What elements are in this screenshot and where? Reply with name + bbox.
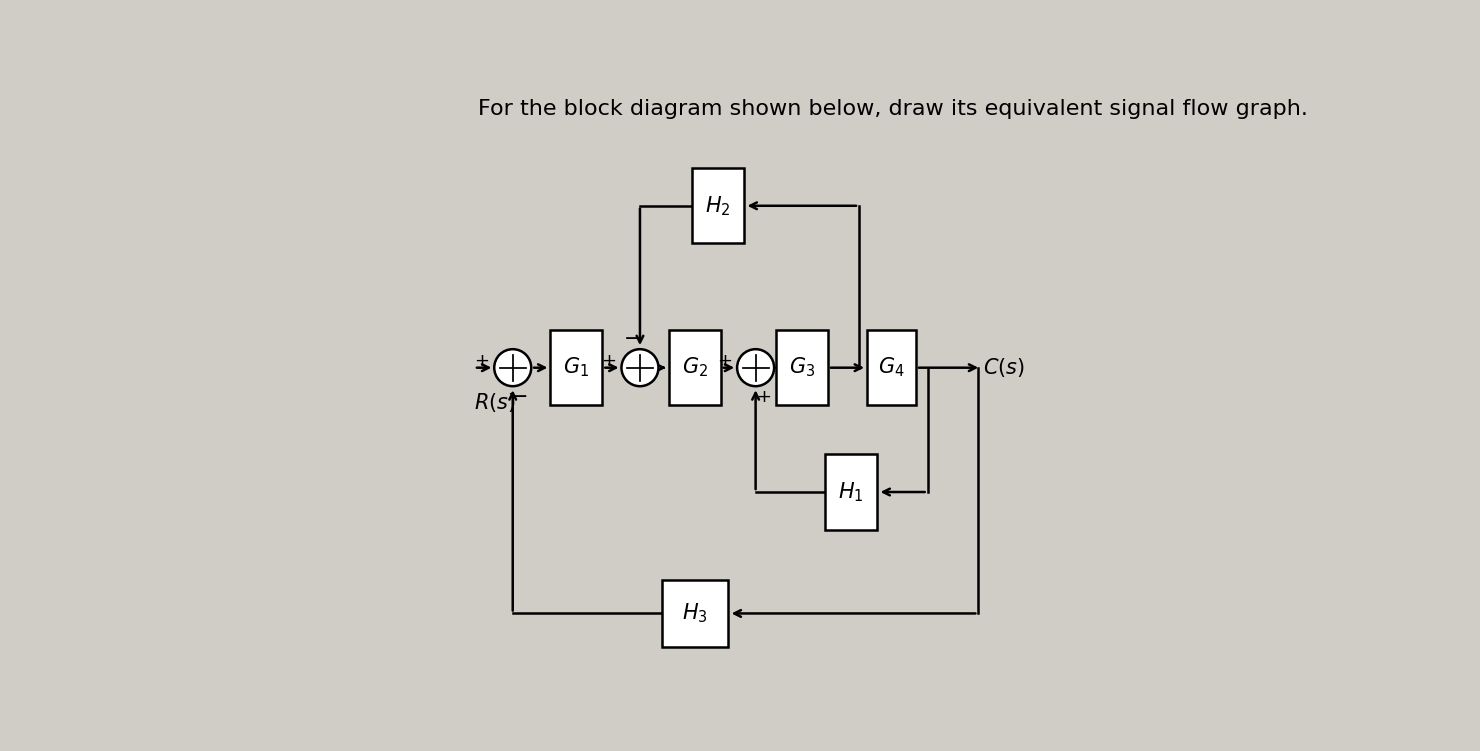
Text: $H_2$: $H_2$ xyxy=(706,194,731,218)
Text: $G_4$: $G_4$ xyxy=(878,356,904,379)
Text: +: + xyxy=(601,351,616,369)
Bar xyxy=(693,168,744,243)
Circle shape xyxy=(494,349,531,386)
Text: $R(s)$: $R(s)$ xyxy=(474,391,517,414)
Text: $G_1$: $G_1$ xyxy=(564,356,589,379)
Text: $H_3$: $H_3$ xyxy=(682,602,707,626)
Text: $C(s)$: $C(s)$ xyxy=(983,356,1024,379)
Bar xyxy=(669,330,721,406)
Text: $G_3$: $G_3$ xyxy=(789,356,815,379)
Circle shape xyxy=(622,349,659,386)
Text: For the block diagram shown below, draw its equivalent signal flow graph.: For the block diagram shown below, draw … xyxy=(478,99,1308,119)
Circle shape xyxy=(737,349,774,386)
Text: $H_1$: $H_1$ xyxy=(838,480,864,504)
Text: $G_2$: $G_2$ xyxy=(682,356,707,379)
Text: +: + xyxy=(474,351,488,369)
Text: +: + xyxy=(756,388,771,406)
Bar xyxy=(551,330,602,406)
Bar xyxy=(824,454,878,529)
Text: +: + xyxy=(716,351,733,369)
Text: −: − xyxy=(625,329,642,348)
Bar xyxy=(662,581,728,647)
Text: −: − xyxy=(511,387,528,406)
Bar xyxy=(776,330,827,406)
Bar xyxy=(867,330,916,406)
